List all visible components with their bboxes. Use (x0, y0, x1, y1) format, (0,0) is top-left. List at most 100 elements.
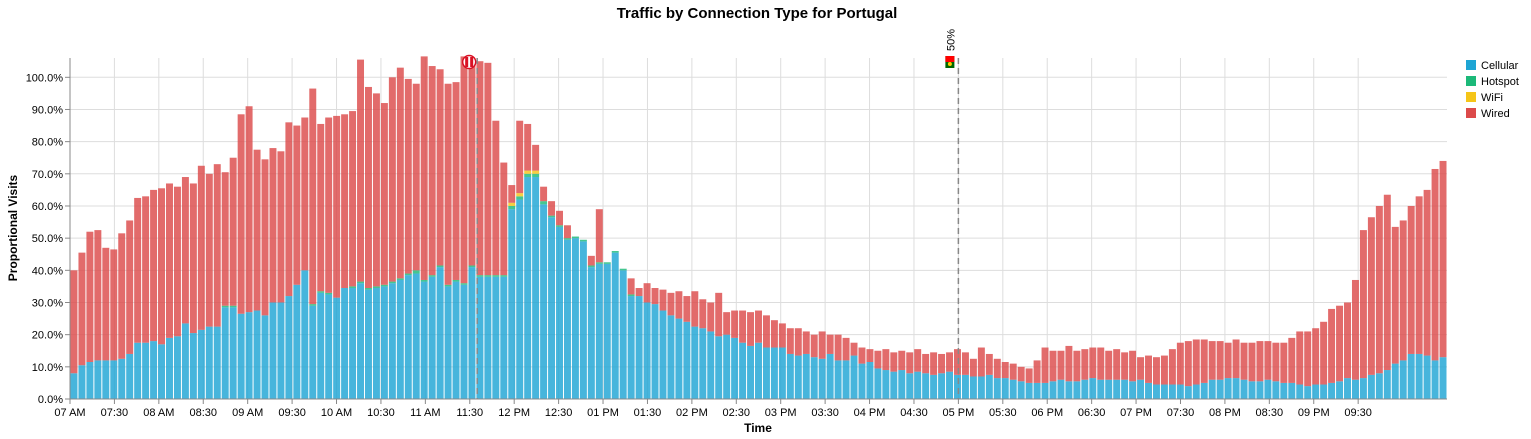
bar-cellular (810, 357, 818, 399)
bar-cellular (1296, 384, 1304, 399)
bar-wired (906, 352, 914, 374)
bar-wired (595, 209, 603, 263)
bar-cellular (818, 358, 826, 399)
bar-cellular (715, 336, 723, 399)
x-tick-label: 08:30 (189, 407, 217, 419)
y-tick-label: 70.0% (32, 169, 63, 181)
bar-cellular (253, 310, 261, 399)
bar-hotspot (452, 279, 460, 282)
bar-wired (556, 210, 563, 226)
bar-wired (977, 347, 985, 377)
bar-cellular (1049, 381, 1057, 399)
bar-cellular (261, 315, 269, 399)
bar-hotspot (309, 304, 317, 306)
bar-wired (874, 350, 882, 369)
bar-cellular (842, 360, 850, 399)
bar-cellular (914, 371, 922, 399)
bar-wired (946, 352, 954, 372)
bar-cellular (532, 177, 540, 399)
bar-wired (1224, 342, 1232, 379)
bar-cellular (1240, 379, 1248, 399)
bar-cellular (548, 217, 556, 399)
bar-cellular (595, 263, 603, 399)
bar-hotspot (476, 275, 484, 277)
bar-wired (643, 283, 651, 303)
legend-label-wifi: WiFi (1481, 92, 1503, 104)
bar-cellular (142, 342, 150, 399)
bar-wired (1415, 196, 1423, 354)
bar-cellular (1017, 381, 1025, 399)
bar-cellular (540, 204, 548, 399)
bar-cellular (755, 342, 762, 399)
bar-wired (484, 62, 492, 276)
bar-cellular (1168, 384, 1176, 399)
x-tick-label: 06 PM (1031, 407, 1063, 419)
bar-cellular (245, 312, 253, 399)
bar-hotspot (516, 196, 524, 200)
bar-cellular (70, 373, 78, 399)
bar-hotspot (412, 270, 420, 274)
bar-cellular (731, 337, 739, 399)
bar-cellular (516, 199, 524, 399)
bar-wired (651, 288, 659, 305)
bar-cellular (492, 276, 500, 399)
bar-cellular (1216, 379, 1224, 399)
x-tick-label: 08 AM (143, 407, 174, 419)
bar-hotspot (603, 262, 611, 264)
legend-label-cellular: Cellular (1481, 60, 1519, 72)
bar-cellular (770, 347, 778, 399)
bar-wired (770, 320, 778, 348)
bar-wired (301, 117, 309, 271)
bar-wired (1248, 342, 1256, 382)
bar-wired (1184, 341, 1192, 387)
x-tick-label: 04:30 (900, 407, 928, 419)
bar-wired (70, 270, 78, 374)
bar-hotspot (619, 268, 627, 271)
bar-cellular (189, 333, 197, 399)
bar-cellular (365, 289, 372, 399)
bar-wired (683, 296, 691, 322)
x-tick-label: 07 AM (54, 407, 85, 419)
bar-wifi (508, 202, 516, 206)
x-tick-label: 11:30 (456, 407, 483, 419)
bar-wired (317, 123, 325, 292)
bar-wired (118, 233, 126, 359)
bar-wired (436, 69, 444, 266)
bar-cellular (898, 370, 906, 399)
bar-cellular (1407, 353, 1415, 399)
bar-cellular (882, 370, 890, 399)
bar-wired (762, 315, 770, 348)
bar-cellular (404, 275, 412, 399)
x-tick-label: 07:30 (1167, 407, 1195, 419)
bar-wired (1328, 308, 1336, 383)
bar-wired (1304, 331, 1312, 387)
bar-cellular (563, 239, 571, 399)
bar-cellular (1152, 384, 1160, 399)
bar-wired (850, 342, 858, 356)
bar-wired (969, 358, 977, 377)
bar-cellular (380, 286, 388, 399)
bar-cellular (396, 279, 404, 399)
bar-cellular (794, 355, 802, 399)
portugal-flag-icon (945, 56, 955, 68)
bar-cellular (1288, 382, 1296, 399)
bar-cellular (1304, 386, 1312, 399)
bar-wired (452, 82, 460, 280)
bar-wired (181, 177, 189, 324)
bar-hotspot (325, 292, 333, 295)
bar-wired (221, 172, 229, 306)
bar-wired (158, 188, 166, 345)
bar-cellular (667, 315, 675, 399)
bar-hotspot (372, 286, 380, 289)
bar-cellular (651, 304, 659, 399)
bar-cellular (1264, 379, 1272, 399)
bar-cellular (436, 267, 444, 399)
bar-cellular (341, 288, 349, 399)
bar-cellular (1057, 379, 1065, 399)
bar-wired (1081, 349, 1089, 380)
bar-wired (1256, 341, 1264, 382)
x-tick-label: 11 AM (410, 407, 440, 419)
bar-cellular (723, 334, 731, 399)
bar-wired (675, 291, 683, 319)
bar-wired (420, 56, 428, 280)
